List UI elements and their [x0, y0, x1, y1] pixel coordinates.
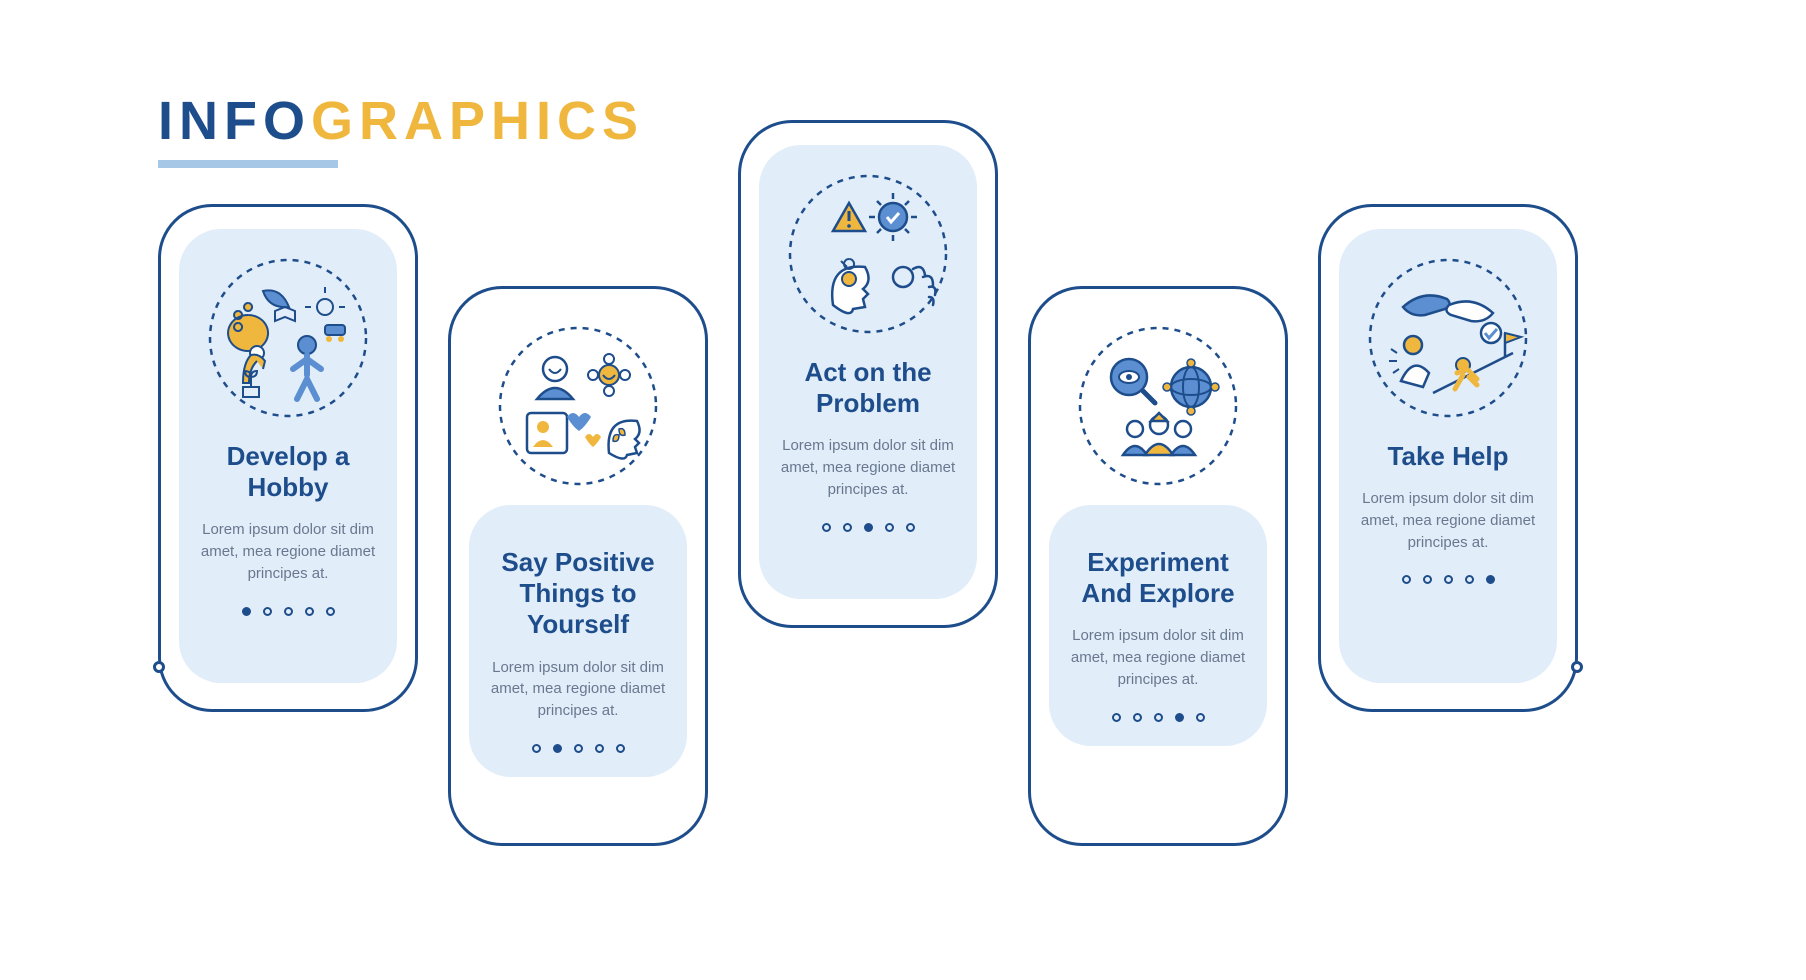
card-inner: Develop a Hobby Lorem ipsum dolor sit di…	[179, 229, 397, 683]
card-title: Experiment And Explore	[1067, 547, 1249, 609]
card-help: Take Help Lorem ipsum dolor sit dim amet…	[1318, 204, 1578, 712]
pager-dots	[242, 607, 335, 616]
pager-dots	[1112, 713, 1205, 722]
connector-dot	[1571, 661, 1583, 673]
positive-icon	[493, 321, 663, 491]
card-inner: Act on the Problem Lorem ipsum dolor sit…	[759, 145, 977, 599]
hobby-icon	[203, 253, 373, 423]
card-title: Take Help	[1388, 441, 1509, 472]
connector-dot	[153, 661, 165, 673]
infographic-canvas: INFOGRAPHICS	[0, 0, 1806, 980]
help-icon	[1363, 253, 1533, 423]
pager-dots	[1402, 575, 1495, 584]
page-title: INFOGRAPHICS	[158, 90, 644, 152]
card-panel: Experiment And Explore Lorem ipsum dolor…	[1049, 505, 1267, 746]
card-inner: Take Help Lorem ipsum dolor sit dim amet…	[1339, 229, 1557, 683]
title-part-1: INFO	[158, 91, 311, 151]
card-positive: Say Positive Things to Yourself Lorem ip…	[448, 286, 708, 846]
pager-dots	[532, 744, 625, 753]
card-desc: Lorem ipsum dolor sit dim amet, mea regi…	[1357, 488, 1539, 553]
card-hobby: Develop a Hobby Lorem ipsum dolor sit di…	[158, 204, 418, 712]
card-explore: Experiment And Explore Lorem ipsum dolor…	[1028, 286, 1288, 846]
card-panel: Say Positive Things to Yourself Lorem ip…	[469, 505, 687, 777]
card-desc: Lorem ipsum dolor sit dim amet, mea regi…	[197, 519, 379, 584]
problem-icon	[783, 169, 953, 339]
card-title: Develop a Hobby	[197, 441, 379, 503]
card-desc: Lorem ipsum dolor sit dim amet, mea regi…	[487, 657, 669, 722]
card-problem: Act on the Problem Lorem ipsum dolor sit…	[738, 120, 998, 628]
title-part-2: GRAPHICS	[311, 91, 644, 151]
explore-icon	[1073, 321, 1243, 491]
card-desc: Lorem ipsum dolor sit dim amet, mea regi…	[1067, 625, 1249, 690]
card-title: Act on the Problem	[777, 357, 959, 419]
card-desc: Lorem ipsum dolor sit dim amet, mea regi…	[777, 435, 959, 500]
title-underline	[158, 160, 338, 168]
card-title: Say Positive Things to Yourself	[487, 547, 669, 641]
pager-dots	[822, 523, 915, 532]
